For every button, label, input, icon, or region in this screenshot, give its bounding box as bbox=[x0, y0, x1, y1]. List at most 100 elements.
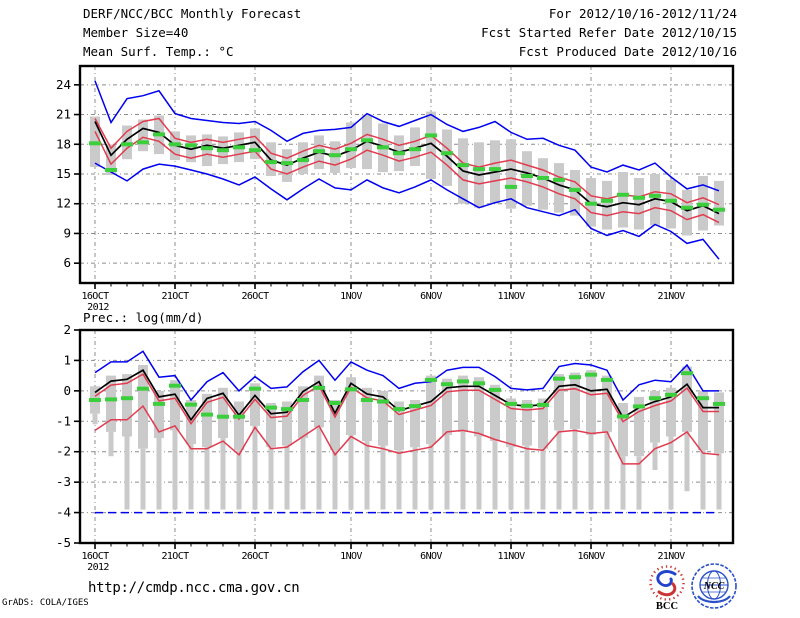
spread-bar-stem bbox=[156, 438, 162, 510]
spread-bar bbox=[202, 393, 212, 448]
spread-bar bbox=[410, 127, 420, 166]
lower-spread-line bbox=[94, 404, 720, 465]
observation-dash bbox=[345, 387, 357, 392]
ensemble-max-line bbox=[94, 80, 720, 192]
observation-dash bbox=[649, 396, 661, 401]
precipitation-subtitle: Prec.: log(mm/d) bbox=[83, 310, 204, 325]
y-tick-label: 15 bbox=[56, 166, 71, 181]
observation-dash bbox=[281, 161, 293, 166]
observation-dash bbox=[297, 398, 309, 402]
spread-bar-stem bbox=[684, 431, 690, 492]
grads-credit: GrADS: COLA/IGES bbox=[2, 598, 89, 608]
spread-bar bbox=[618, 403, 628, 457]
y-tick-label: -3 bbox=[56, 474, 71, 489]
spread-bar-stem bbox=[396, 450, 402, 510]
spread-bar bbox=[106, 144, 116, 175]
observation-dash bbox=[601, 377, 613, 382]
observation-dash bbox=[409, 404, 421, 409]
temperature-subtitle: Mean Surf. Temp.: °C bbox=[83, 44, 234, 59]
x-tick-label: 16OCT bbox=[81, 291, 109, 302]
spread-bar bbox=[202, 134, 212, 167]
y-tick-label: -4 bbox=[56, 505, 71, 520]
spread-bar-stem bbox=[540, 448, 546, 510]
bcc-logo-text: BCC bbox=[656, 601, 678, 612]
spread-bar bbox=[666, 179, 676, 229]
x-tick-label: 6NOV bbox=[420, 291, 442, 302]
observation-dash bbox=[585, 201, 597, 206]
y-tick-label: -1 bbox=[56, 413, 71, 428]
observation-dash bbox=[681, 205, 693, 210]
spread-bar-stem bbox=[252, 425, 258, 510]
observation-dash bbox=[233, 145, 245, 150]
observation-dash bbox=[393, 407, 405, 412]
spread-bar-stem bbox=[364, 441, 370, 510]
spread-bar bbox=[138, 119, 148, 152]
observation-dash bbox=[185, 402, 197, 407]
spread-bar bbox=[426, 375, 436, 445]
plot-title: DERF/NCC/BCC Monthly Forecast bbox=[83, 6, 302, 21]
observation-dash bbox=[217, 414, 229, 419]
spread-bar bbox=[602, 180, 612, 230]
x-tick-label: 21OCT bbox=[161, 551, 189, 562]
bcc-logo-mark: BCC bbox=[649, 565, 685, 612]
observation-dash bbox=[585, 372, 597, 377]
observation-dash bbox=[313, 149, 325, 154]
spread-bar bbox=[186, 400, 196, 445]
spread-bar bbox=[362, 387, 372, 442]
spread-bar-stem bbox=[636, 456, 642, 510]
header-left: DERF/NCC/BCC Monthly Forecast Member Siz… bbox=[83, 4, 301, 61]
observation-dash bbox=[329, 153, 341, 158]
x-tick-label: 21OCT bbox=[161, 291, 189, 302]
spread-bar bbox=[346, 122, 356, 169]
spread-bar bbox=[522, 400, 532, 446]
spread-bar bbox=[218, 387, 228, 438]
spread-bar-stem bbox=[508, 447, 514, 510]
observation-dash bbox=[393, 151, 405, 156]
spread-bar bbox=[234, 401, 244, 451]
observation-dash bbox=[505, 184, 517, 189]
observation-dash bbox=[201, 146, 213, 151]
observation-dash bbox=[649, 193, 661, 198]
observation-dash bbox=[457, 163, 469, 168]
observation-dash bbox=[169, 383, 181, 388]
panel-border bbox=[78, 328, 735, 545]
spread-bar-stem bbox=[556, 430, 562, 510]
spread-bar bbox=[474, 377, 484, 437]
observation-dash bbox=[521, 403, 533, 408]
spread-bar bbox=[602, 375, 612, 432]
spread-bar bbox=[394, 401, 404, 451]
spread-bar-stem bbox=[668, 436, 674, 510]
observation-dash bbox=[569, 187, 581, 192]
spread-bar-stem bbox=[524, 445, 530, 510]
observation-dash bbox=[601, 198, 613, 203]
observation-dash bbox=[713, 207, 725, 212]
observation-dash bbox=[521, 174, 533, 178]
spread-bar bbox=[346, 377, 356, 435]
x-tick-label: 26OCT bbox=[241, 551, 269, 562]
observation-dash bbox=[441, 151, 453, 156]
spread-bar bbox=[682, 366, 692, 432]
spread-bar bbox=[250, 128, 260, 160]
observation-dash bbox=[697, 396, 709, 401]
spread-bar bbox=[250, 383, 260, 426]
observation-dash bbox=[553, 376, 565, 381]
observation-dash bbox=[281, 407, 293, 412]
spread-bar-stem bbox=[460, 431, 466, 510]
spread-bar bbox=[666, 387, 676, 437]
observation-dash bbox=[537, 402, 549, 407]
spread-bar bbox=[282, 401, 292, 446]
observation-dash bbox=[377, 145, 389, 150]
observation-dash bbox=[105, 397, 117, 402]
observation-dash bbox=[265, 160, 277, 165]
observation-dash bbox=[345, 147, 357, 152]
observation-dash bbox=[489, 387, 501, 392]
observation-dash bbox=[425, 377, 437, 382]
spread-bar bbox=[538, 158, 548, 210]
spread-bar-stem bbox=[604, 431, 610, 510]
y-tick-label: 2 bbox=[63, 322, 71, 337]
spread-bar-stem bbox=[92, 413, 98, 425]
spread-bar-stem bbox=[572, 428, 578, 510]
observation-dash bbox=[681, 371, 693, 376]
